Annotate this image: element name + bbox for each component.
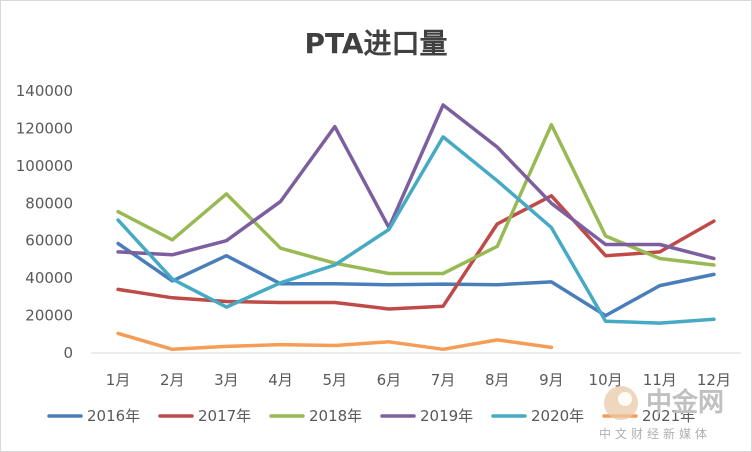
watermark: 中金网 中文财经新媒体 bbox=[599, 386, 724, 441]
series-line-2020年 bbox=[116, 135, 716, 325]
legend-label: 2020年 bbox=[531, 407, 584, 425]
x-tick-label: 7月 bbox=[431, 371, 456, 389]
x-tick-label: 5月 bbox=[322, 371, 347, 389]
x-tick-label: 10月 bbox=[589, 371, 623, 389]
y-axis: 0 20000 40000 60000 80000 100000 120000 140000 bbox=[16, 82, 73, 362]
x-tick-label: 1月 bbox=[106, 371, 131, 389]
legend-label: 2016年 bbox=[87, 407, 140, 425]
x-tick-label: 6月 bbox=[377, 371, 402, 389]
x-tick-label: 2月 bbox=[160, 371, 185, 389]
legend-label: 2017年 bbox=[198, 407, 251, 425]
y-tick-label: 120000 bbox=[16, 119, 73, 137]
series-line-2021年 bbox=[116, 331, 554, 352]
x-tick-label: 12月 bbox=[697, 371, 731, 389]
watermark-logo-inner-icon bbox=[618, 392, 632, 406]
legend-label: 2018年 bbox=[309, 407, 362, 425]
legend-label: 2021年 bbox=[642, 407, 695, 425]
chart-title: PTA进口量 bbox=[304, 27, 447, 60]
series-lines bbox=[116, 103, 716, 352]
x-axis: 1月 2月 3月 4月 5月 6月 7月 8月 9月 10月 11月 12月 bbox=[91, 352, 741, 389]
x-tick-label: 3月 bbox=[214, 371, 239, 389]
legend-label: 2019年 bbox=[420, 407, 473, 425]
y-tick-label: 140000 bbox=[16, 82, 73, 100]
y-tick-label: 60000 bbox=[25, 232, 73, 250]
y-tick-label: 0 bbox=[63, 344, 73, 362]
series-line-2016年 bbox=[116, 241, 716, 318]
x-tick-label: 11月 bbox=[643, 371, 677, 389]
watermark-name: 中金网 bbox=[646, 387, 724, 418]
watermark-tagline: 中文财经新媒体 bbox=[599, 426, 711, 441]
x-tick-label: 8月 bbox=[485, 371, 510, 389]
series-line-2019年 bbox=[116, 103, 716, 261]
series-line-2017年 bbox=[116, 194, 716, 311]
y-tick-label: 20000 bbox=[25, 307, 73, 325]
y-tick-label: 100000 bbox=[16, 157, 73, 175]
y-tick-label: 80000 bbox=[25, 194, 73, 212]
y-tick-label: 40000 bbox=[25, 269, 73, 287]
x-tick-label: 4月 bbox=[268, 371, 293, 389]
legend: 2016年 2017年 2018年 2019年 2020年 2021年 bbox=[47, 407, 695, 425]
series-line-2018年 bbox=[116, 122, 716, 276]
x-tick-label: 9月 bbox=[539, 371, 564, 389]
